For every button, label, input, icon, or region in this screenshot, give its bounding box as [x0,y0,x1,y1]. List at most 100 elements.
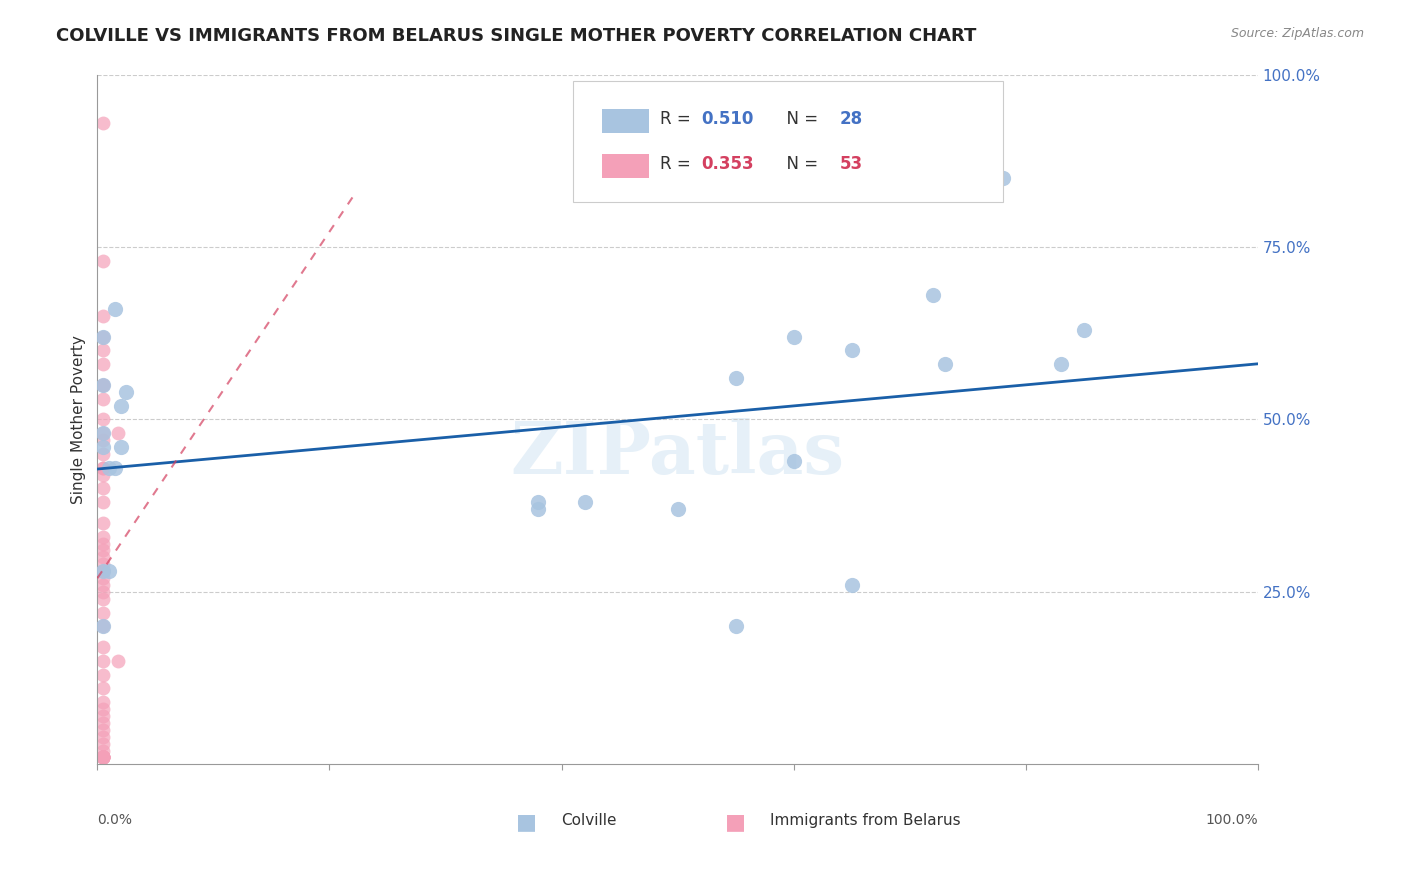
Point [91,750,114,764]
Point [91,667,114,681]
Text: 0.353: 0.353 [700,155,754,173]
Point [91,412,114,426]
Point [91,743,114,757]
Point [841,343,863,358]
Point [934,357,956,371]
Point [922,288,945,302]
Point [91,585,114,599]
Point [91,702,114,716]
Point [91,564,114,578]
Point [91,750,114,764]
Point [91,460,114,475]
Point [91,571,114,585]
Point [782,329,804,343]
Point [91,440,114,454]
Text: R =: R = [661,111,696,128]
Point [104,460,127,475]
Point [91,426,114,441]
Point [91,392,114,406]
Point [91,564,114,578]
Point [91,329,114,343]
Point [91,750,114,764]
Point [91,378,114,392]
Point [91,378,114,392]
Point [107,654,129,668]
Point [115,384,138,399]
FancyBboxPatch shape [602,109,648,133]
FancyBboxPatch shape [602,153,648,178]
Point [97,460,120,475]
Point [91,591,114,606]
Point [91,750,114,764]
Point [91,116,114,130]
Point [91,460,114,475]
Point [91,558,114,572]
Point [91,467,114,482]
Point [666,502,689,516]
Point [91,253,114,268]
Point [91,495,114,509]
Text: R =: R = [661,155,696,173]
Point [104,301,127,316]
Point [91,709,114,723]
Point [1049,357,1071,371]
Point [91,737,114,751]
Point [91,357,114,371]
Text: 28: 28 [839,111,863,128]
Text: COLVILLE VS IMMIGRANTS FROM BELARUS SINGLE MOTHER POVERTY CORRELATION CHART: COLVILLE VS IMMIGRANTS FROM BELARUS SING… [56,27,977,45]
Text: Source: ZipAtlas.com: Source: ZipAtlas.com [1230,27,1364,40]
Point [91,723,114,737]
Point [91,343,114,358]
Point [991,171,1014,186]
Text: N =: N = [776,111,824,128]
Text: Immigrants from Belarus: Immigrants from Belarus [770,813,962,828]
Point [91,426,114,441]
Text: ■: ■ [516,813,537,832]
Point [91,750,114,764]
Point [841,578,863,592]
Point [91,482,114,496]
Text: Colville: Colville [561,813,617,828]
Point [91,329,114,343]
Point [527,495,550,509]
Point [91,619,114,633]
Y-axis label: Single Mother Poverty: Single Mother Poverty [72,335,86,504]
Point [782,454,804,468]
Point [91,695,114,709]
Point [97,564,120,578]
Text: N =: N = [776,155,824,173]
Point [91,309,114,323]
Point [91,750,114,764]
Point [527,502,550,516]
Point [110,440,132,454]
Point [91,536,114,550]
Point [91,447,114,461]
Text: 0.510: 0.510 [700,111,754,128]
Point [91,730,114,744]
Point [724,619,747,633]
Point [91,654,114,668]
Point [91,619,114,633]
Text: ZIPatlas: ZIPatlas [510,418,845,490]
Point [91,750,114,764]
Point [91,516,114,530]
FancyBboxPatch shape [574,81,1002,202]
Text: ■: ■ [725,813,747,832]
Point [91,681,114,696]
Point [574,495,596,509]
Point [91,578,114,592]
Point [91,715,114,730]
Point [107,426,129,441]
Point [91,543,114,558]
Text: 53: 53 [839,155,863,173]
Point [91,750,114,764]
Text: 100.0%: 100.0% [1205,813,1258,827]
Point [91,550,114,565]
Point [91,606,114,620]
Text: 0.0%: 0.0% [97,813,132,827]
Point [91,530,114,544]
Point [91,433,114,447]
Point [1073,323,1095,337]
Point [91,640,114,654]
Point [91,378,114,392]
